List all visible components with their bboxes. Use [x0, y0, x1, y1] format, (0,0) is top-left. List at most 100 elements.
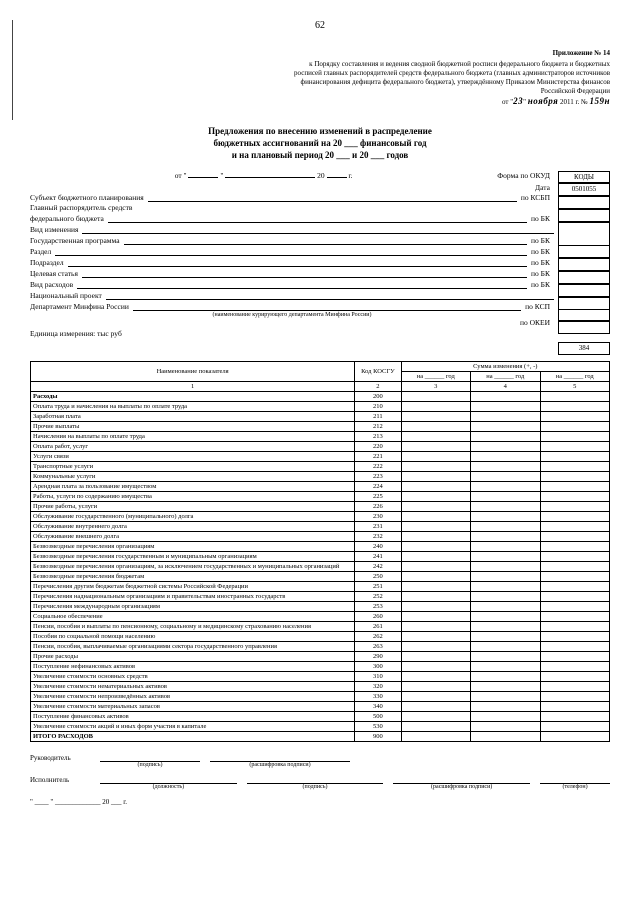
- row-y2: [471, 452, 540, 462]
- table-row: Начисления на выплаты по оплате труда213: [31, 432, 610, 442]
- header-block: от " " 20 г. Форма по ОКУД Дата Дата Суб…: [30, 171, 610, 355]
- table-row: Социальное обеспечение260: [31, 612, 610, 622]
- row-code: 226: [355, 502, 401, 512]
- attachment-title: Приложение № 14: [290, 49, 610, 58]
- row-code: 231: [355, 522, 401, 532]
- page-number: 62: [30, 20, 610, 31]
- code-bk4: [558, 271, 610, 284]
- row-code: 222: [355, 462, 401, 472]
- row-y1: [401, 582, 470, 592]
- row-y3: [540, 392, 610, 402]
- row-y1: [401, 662, 470, 672]
- row-name: Пенсии, пособия, выплачиваемые организац…: [31, 642, 355, 652]
- table-row: Транспортные услуги222: [31, 462, 610, 472]
- table-row: Пенсии, пособия и выплаты по пенсионному…: [31, 622, 610, 632]
- row-y3: [540, 702, 610, 712]
- code-okei: 384: [558, 342, 610, 355]
- hdr-r7c: по БК: [527, 269, 554, 278]
- code-bk2: [558, 246, 610, 258]
- row-name: Обслуживание внешнего долга: [31, 532, 355, 542]
- table-row: Обслуживание внешнего долга232: [31, 532, 610, 542]
- main-title: Предложения по внесению изменений в расп…: [70, 126, 570, 161]
- row-name: Социальное обеспечение: [31, 612, 355, 622]
- row-name: Поступление нефинансовых активов: [31, 662, 355, 672]
- row-y2: [471, 572, 540, 582]
- row-y1: [401, 442, 470, 452]
- table-row: Безвозмездные перечисления бюджетам250: [31, 572, 610, 582]
- row-y3: [540, 642, 610, 652]
- code-bk1: [558, 222, 610, 246]
- row-y1: [401, 472, 470, 482]
- hdr-r1c: по КСБП: [517, 193, 554, 202]
- row-y2: [471, 562, 540, 572]
- table-row: Поступление финансовых активов500: [31, 712, 610, 722]
- date-day: 23: [513, 96, 523, 106]
- row-y2: [471, 542, 540, 552]
- hdr-r11c: по ОКЕИ: [516, 318, 554, 327]
- row-y1: [401, 702, 470, 712]
- table-row: Перечисления международным организациям2…: [31, 602, 610, 612]
- table-row: Коммунальные услуги223: [31, 472, 610, 482]
- row-code: 261: [355, 622, 401, 632]
- row-code: 213: [355, 432, 401, 442]
- row-code: 253: [355, 602, 401, 612]
- table-row: Прочие расходы290: [31, 652, 610, 662]
- row-y1: [401, 682, 470, 692]
- table-row: Пенсии, пособия, выплачиваемые организац…: [31, 642, 610, 652]
- row-y3: [540, 712, 610, 722]
- row-y1: [401, 642, 470, 652]
- row-name: Пенсии, пособия и выплаты по пенсионному…: [31, 622, 355, 632]
- row-y3: [540, 582, 610, 592]
- row-y2: [471, 552, 540, 562]
- row-y2: [471, 582, 540, 592]
- row-name: Безвозмездные перечисления государственн…: [31, 552, 355, 562]
- table-row: Увеличение стоимости непроизведённых акт…: [31, 692, 610, 702]
- row-y2: [471, 682, 540, 692]
- row-y2: [471, 702, 540, 712]
- row-code: 290: [355, 652, 401, 662]
- row-y2: [471, 482, 540, 492]
- row-y1: [401, 422, 470, 432]
- hdr-r5: Раздел: [30, 247, 55, 256]
- table-row: Пособия по социальной помощи населению26…: [31, 632, 610, 642]
- hdr-r5c: по БК: [527, 247, 554, 256]
- row-y3: [540, 662, 610, 672]
- row-code: 242: [355, 562, 401, 572]
- cap-pos: (должность): [100, 784, 237, 790]
- row-code: 240: [355, 542, 401, 552]
- row-y2: [471, 732, 540, 742]
- row-code: 251: [355, 582, 401, 592]
- row-y1: [401, 412, 470, 422]
- row-y2: [471, 692, 540, 702]
- row-code: 500: [355, 712, 401, 722]
- row-name: Безвозмездные перечисления организациям: [31, 542, 355, 552]
- row-y3: [540, 502, 610, 512]
- row-code: 300: [355, 662, 401, 672]
- cn1: 1: [31, 382, 355, 392]
- row-y3: [540, 412, 610, 422]
- row-name: ИТОГО РАСХОДОВ: [31, 732, 355, 742]
- hdr-r3: Вид изменения: [30, 225, 82, 234]
- code-bk3: [558, 258, 610, 271]
- table-row: Перечисления наднациональным организация…: [31, 592, 610, 602]
- title-l2: бюджетных ассигнований на 20 ___ финансо…: [70, 138, 570, 150]
- row-y1: [401, 622, 470, 632]
- table-row: Перечисления другим бюджетам бюджетной с…: [31, 582, 610, 592]
- row-name: Расходы: [31, 392, 355, 402]
- footer-date: " ____ " _____________ 20 ___ г.: [30, 798, 610, 806]
- row-y1: [401, 502, 470, 512]
- row-y2: [471, 632, 540, 642]
- row-y1: [401, 632, 470, 642]
- row-code: 225: [355, 492, 401, 502]
- cn2: 2: [355, 382, 401, 392]
- code-ksbp: [558, 209, 610, 222]
- row-code: 200: [355, 392, 401, 402]
- date-year: 2011 г. №: [560, 98, 588, 106]
- form-okud-label: Форма по ОКУД: [497, 171, 554, 180]
- row-y2: [471, 422, 540, 432]
- hdr-r2a: Главный распорядитель средств: [30, 203, 136, 212]
- row-y2: [471, 462, 540, 472]
- hdr-r8: Вид расходов: [30, 280, 77, 289]
- order-num: 159н: [590, 96, 611, 106]
- row-name: Оплата труда и начисления на выплаты по …: [31, 402, 355, 412]
